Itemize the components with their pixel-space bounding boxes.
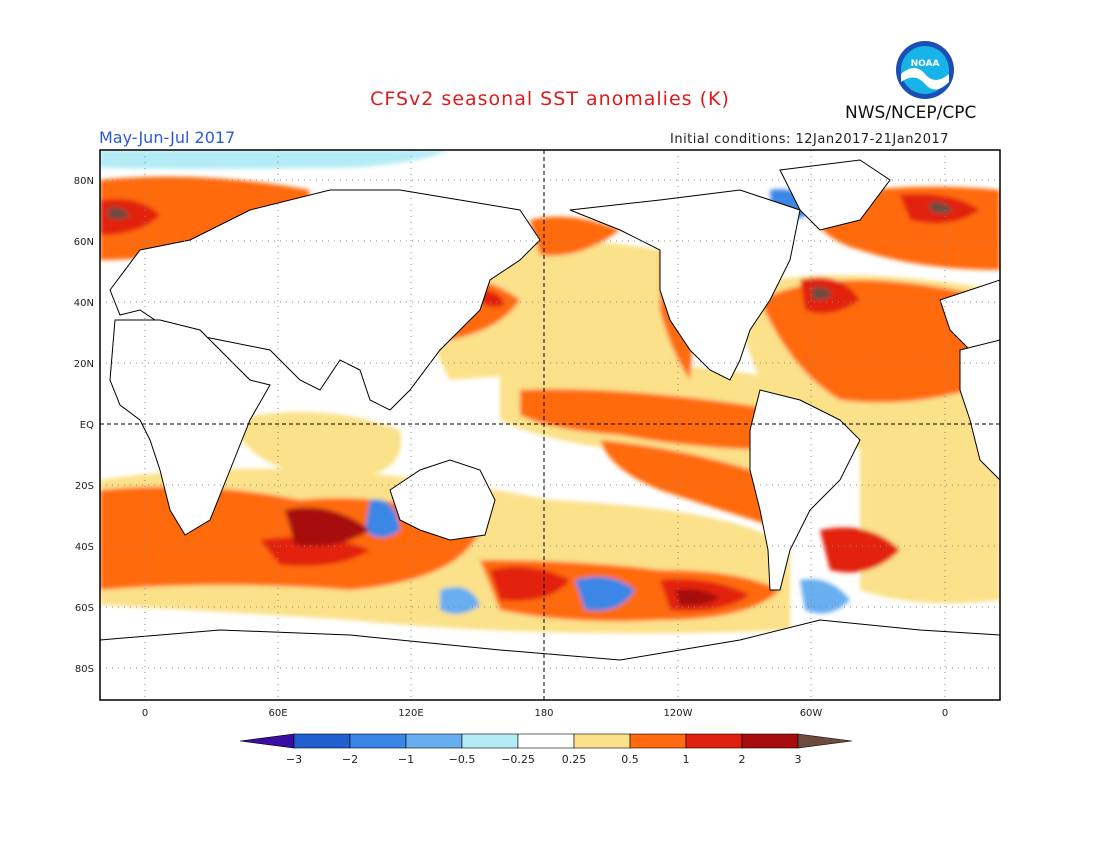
anom-se-pacific-orange [600, 440, 785, 530]
colorbar: −3 −2 −1 −0.5 −0.25 0.25 0.5 1 2 3 [239, 733, 853, 766]
lon-label: 60W [800, 708, 823, 719]
lat-label: 40N [74, 298, 94, 309]
land-south-america [749, 389, 861, 591]
anom-indian-yellow [230, 412, 402, 480]
lon-axis: 0 60E 120E 180 120W 60W 0 [142, 708, 948, 719]
initial-conditions: Initial conditions: 12Jan2017-21Jan2017 [670, 132, 950, 147]
colorbar-swatch [685, 733, 743, 749]
colorbar-tick-label: −2 [342, 753, 358, 766]
land-europe-east [939, 279, 1000, 351]
land-antarctica [100, 619, 1000, 700]
colorbar-tick-label: −0.25 [501, 753, 535, 766]
colorbar-tick-label: 1 [683, 753, 690, 766]
lat-label: 80N [74, 176, 94, 187]
colorbar-swatch [573, 733, 631, 749]
lat-label: EQ [80, 420, 94, 431]
agency-label: NWS/NCEP/CPC [845, 103, 977, 123]
anom-north-seas-brown [930, 201, 952, 214]
map-frame [99, 149, 1001, 701]
anom-south-red-1 [260, 536, 370, 566]
season-label: May-Jun-Jul 2017 [99, 128, 236, 147]
colorbar-swatch-max [797, 733, 853, 749]
anom-south-blue-1 [575, 576, 635, 611]
colorbar-tick-label: 0.25 [562, 753, 587, 766]
lat-label: 80S [75, 664, 94, 675]
lon-label: 0 [142, 708, 148, 719]
anom-indian-red [285, 507, 370, 546]
colorbar-swatch [349, 733, 407, 749]
anom-south-darkred [675, 589, 720, 606]
lat-label: 60N [74, 237, 94, 248]
noaa-logo: NOAA [895, 40, 955, 104]
land-north-america [569, 189, 801, 381]
colorbar-swatch [461, 733, 519, 749]
anom-south-blue-3 [365, 499, 400, 538]
land-greenland [779, 159, 891, 231]
lon-label: 60E [268, 708, 287, 719]
anom-kuroshio-red [480, 290, 505, 307]
colorbar-tick-label: 2 [739, 753, 746, 766]
land-australia [389, 459, 496, 541]
anom-bering-orange [530, 216, 620, 256]
logo-text: NOAA [911, 59, 940, 69]
lat-axis: 80N 60N 40N 20N EQ 20S 40S 60S 80S [74, 176, 94, 675]
lat-label: 40S [75, 542, 94, 553]
sst-anomaly-map: 80N 60N 40N 20N EQ 20S 40S 60S 80S 0 60E… [74, 149, 1001, 719]
land-eurasia [109, 189, 541, 411]
anom-south-red-2 [490, 566, 570, 601]
anom-arctic-ice-blue [100, 150, 450, 169]
land-africa-east [959, 339, 1000, 481]
colorbar-swatch [405, 733, 463, 749]
anom-eq-pacific-orange [520, 389, 780, 450]
colorbar-tick-label: −0.5 [449, 753, 476, 766]
colorbar-swatch [293, 733, 351, 749]
lat-lon-grid [100, 150, 1000, 700]
colorbar-tick-label: 3 [795, 753, 802, 766]
landmasses [100, 159, 1000, 700]
lon-label: 0 [942, 708, 948, 719]
map-title: CFSv2 seasonal SST anomalies (K) [370, 88, 730, 110]
anom-south-blue-2 [440, 587, 480, 614]
anom-natl-brown [812, 287, 832, 300]
lat-label: 20N [74, 359, 94, 370]
colorbar-tick-label: −1 [398, 753, 414, 766]
lat-label: 60S [75, 603, 94, 614]
colorbar-swatch [629, 733, 687, 749]
colorbar-tick-label: −3 [286, 753, 302, 766]
lon-label: 120E [398, 708, 423, 719]
lat-label: 20S [75, 481, 94, 492]
anom-arctic-west-brown [108, 207, 130, 220]
colorbar-tick-label: 0.5 [621, 753, 639, 766]
anom-satl-blue [800, 579, 850, 614]
lon-label: 180 [534, 708, 553, 719]
colorbar-swatch [741, 733, 799, 749]
colorbar-swatch [517, 733, 575, 749]
anom-satl-yellow [860, 450, 1000, 604]
lon-label: 120W [664, 708, 693, 719]
land-africa [109, 319, 271, 536]
anom-satl-red [820, 527, 900, 573]
colorbar-swatch-min [239, 733, 295, 749]
